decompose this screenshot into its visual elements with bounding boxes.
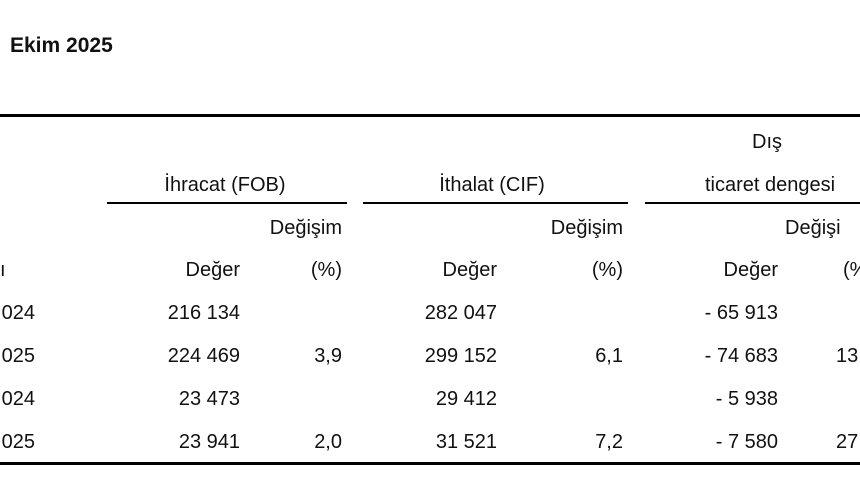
top-rule bbox=[0, 114, 860, 117]
table-cell: 282 047 bbox=[424, 302, 497, 324]
group-header: ticaret dengesi bbox=[704, 174, 836, 196]
table-cell: 024 bbox=[1, 302, 35, 324]
bottom-rule bbox=[0, 462, 860, 465]
column-header: ı bbox=[0, 259, 6, 281]
column-header: Değer bbox=[442, 259, 497, 281]
table-cell: 024 bbox=[1, 388, 35, 410]
table-cell: - 65 913 bbox=[704, 302, 778, 324]
table-cell: 31 521 bbox=[435, 431, 497, 453]
column-header: Değer bbox=[185, 259, 240, 281]
group-header: İthalat (CIF) bbox=[439, 174, 545, 196]
table-cell: 23 941 bbox=[178, 431, 240, 453]
table-cell: 025 bbox=[1, 345, 35, 367]
table-cell: 29 412 bbox=[435, 388, 497, 410]
sub-header: Değişi bbox=[785, 217, 841, 239]
group-header: İhracat (FOB) bbox=[164, 174, 286, 196]
table-cell: - 5 938 bbox=[715, 388, 778, 410]
group-rule bbox=[107, 202, 347, 204]
group-rule bbox=[363, 202, 628, 204]
table-cell: - 74 683 bbox=[704, 345, 778, 367]
table-cell: 23 473 bbox=[178, 388, 240, 410]
column-header: (%) bbox=[591, 259, 623, 281]
table-cell: 13 bbox=[836, 345, 859, 367]
table-cell: 7,2 bbox=[595, 431, 623, 453]
column-header: (%) bbox=[310, 259, 342, 281]
table-cell: 025 bbox=[1, 431, 35, 453]
group-header: Dış bbox=[752, 131, 782, 153]
table-cell: - 7 580 bbox=[715, 431, 778, 453]
group-rule bbox=[645, 202, 860, 204]
table-cell: 2,0 bbox=[314, 431, 342, 453]
title: Ekim 2025 bbox=[10, 34, 113, 57]
sub-header: Değişim bbox=[269, 217, 342, 239]
table-cell: 299 152 bbox=[424, 345, 497, 367]
table-cell: 224 469 bbox=[167, 345, 240, 367]
table-cell: 216 134 bbox=[167, 302, 240, 324]
table-cell: 3,9 bbox=[314, 345, 342, 367]
table-cell: 6,1 bbox=[595, 345, 623, 367]
sub-header: Değişim bbox=[550, 217, 623, 239]
table-cell: 27 bbox=[836, 431, 859, 453]
column-header: Değer bbox=[723, 259, 778, 281]
column-header: (% bbox=[843, 259, 860, 281]
